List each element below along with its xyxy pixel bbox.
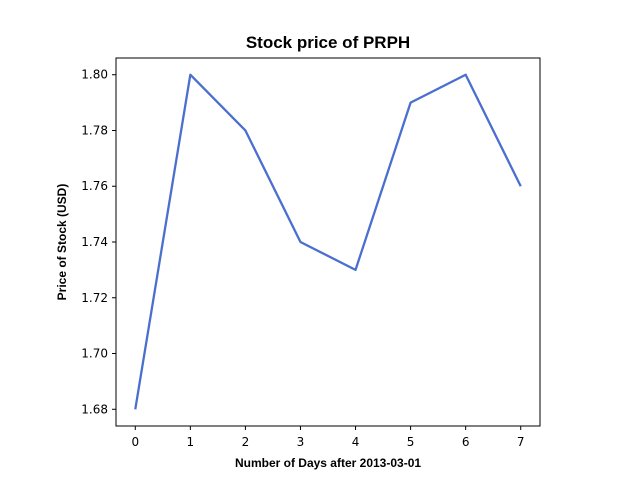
x-tick-label: 0 — [131, 435, 139, 449]
y-tick-label: 1.78 — [81, 123, 108, 137]
y-tick-label: 1.74 — [81, 235, 108, 249]
y-tick-label: 1.80 — [81, 68, 108, 82]
x-tick-label: 5 — [407, 435, 415, 449]
x-tick-label: 4 — [352, 435, 360, 449]
y-axis-ticks: 1.68 1.70 1.72 1.74 1.76 1.78 1.80 — [81, 68, 116, 416]
x-axis-ticks: 0 1 2 3 4 5 6 7 — [131, 426, 525, 449]
y-axis-label: Price of Stock (USD) — [55, 184, 69, 301]
series-line — [134, 73, 522, 410]
chart-title: Stock price of PRPH — [246, 33, 410, 52]
y-tick-label: 1.72 — [81, 291, 108, 305]
y-tick-label: 1.76 — [81, 179, 108, 193]
x-tick-label: 2 — [242, 435, 250, 449]
x-tick-label: 7 — [517, 435, 525, 449]
y-tick-label: 1.70 — [81, 347, 108, 361]
x-tick-label: 6 — [462, 435, 470, 449]
plot-area — [115, 57, 541, 427]
x-tick-label: 1 — [187, 435, 195, 449]
x-tick-label: 3 — [297, 435, 305, 449]
x-axis-label: Number of Days after 2013-03-01 — [235, 456, 421, 470]
data-points — [135, 74, 521, 410]
y-tick-label: 1.68 — [81, 402, 108, 416]
